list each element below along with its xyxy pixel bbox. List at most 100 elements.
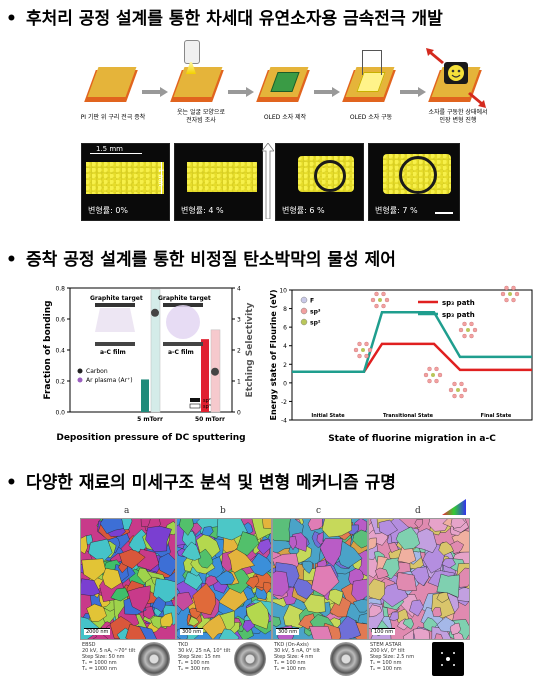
y-axis-label: Energy state of Flourine (eV) [269,290,278,421]
scale-bar-label: 300 nm [180,628,204,635]
y-tick-label: 4 [283,343,287,350]
y-tick-label: -4 [281,418,287,425]
legend-label: sp² [310,320,321,327]
step-label: OLED 소자 구동 [349,114,393,121]
atom [364,341,369,347]
ebsd-map [176,518,272,640]
atom [458,327,464,333]
strain-caption: 변형률: 4 % [181,206,224,215]
panel-label: d [415,506,421,516]
atom [504,285,509,291]
legend-label: sp₃ path [442,311,475,319]
legend-label: Carbon [86,368,108,375]
atom [374,291,379,297]
legend-label: sp₃ path [442,299,475,307]
bonding-chart: 0.0 0.2 0.4 0.6 0.8 0 1 2 3 4 Fraction of bonding E… [43,286,255,444]
y-tick-label: 0.2 [55,379,65,386]
arrow-right-icon [400,82,426,97]
molecule-icon [500,285,520,303]
plot-frame [291,289,533,421]
y-tick-label: -2 [281,399,287,406]
y-tick-label: 0.8 [55,286,65,293]
panel-label: b [220,506,226,516]
etching-point [211,367,219,376]
atom [384,297,390,303]
acquisition-info: STEM ASTAR 200 kV, 0° tilt Step Size: 2.… [370,642,415,672]
atom [353,347,359,353]
diffraction-pattern-icon [432,642,464,676]
x-tick-label: 50 mTorr [195,416,225,423]
stretch-arrow-icon [426,48,444,66]
x-axis-label: State of fluorine migration in a-C [328,434,496,444]
atom [514,291,520,297]
smiley-icon [444,62,468,84]
atom [427,366,432,372]
dimension-width: 1.5 mm [96,145,123,153]
oled-photo: 1.5 mm 1 mm 변형률: 0% [81,143,170,221]
x-tick-label: Transitional State [383,413,434,419]
annotation: a-C film [168,349,194,356]
atom [434,366,439,372]
atom [381,303,386,309]
molecule-icon [423,366,443,384]
bullet: • [6,250,17,270]
y2-tick-label: 1 [237,379,241,386]
bar-sp2 [201,339,209,412]
ebsd-map [80,518,176,640]
dimension-line [161,162,162,194]
atom [456,388,460,392]
atom [370,297,376,303]
section-title: 증착 공정 설계를 통한 비정질 탄소박막의 물성 제어 [26,250,396,270]
atom [459,381,464,387]
arrow-right-icon [228,82,254,97]
y2-tick-label: 3 [237,317,241,324]
oled-photo: 변형률: 6 % [275,143,364,221]
section-heading-1: • 후처리 공정 설계를 통한 차세대 유연소자용 금속전극 개발 [6,4,443,29]
scale-bar-label: 300 nm [276,628,300,635]
atom [462,321,467,327]
atom [431,373,435,377]
y-tick-label: 6 [283,325,287,332]
legend-label: sp³ [203,404,211,410]
y-tick-label: 2 [283,362,287,369]
atom [357,341,362,347]
y-tick-label: 0.0 [55,410,65,417]
atom [437,372,443,378]
bullet: • [6,473,17,493]
atom [381,291,386,297]
legend-label: sp² [203,398,211,404]
acquisition-info: TKD (On-Axis) 30 kV, 5 nA, 0° tilt Step … [274,642,320,672]
acquisition-info: EBSD 20 kV, 5 nA, ~70° tilt Step Size: 5… [82,642,136,672]
dimension-height: 1 mm [157,168,165,187]
acquisition-info: TKD 30 kV, 25 nA, 10° tilt Step Size: 15… [178,642,231,672]
annotation: a-C film [100,349,126,356]
legend-atom-icon [300,296,308,304]
legend-label: F [310,298,314,305]
legend-label: Ar plasma (Ar⁺) [86,377,133,384]
strain-caption: 변형률: 6 % [282,206,325,215]
atom [374,303,379,309]
arrow-right-icon [314,82,340,97]
bullet: • [6,9,17,29]
atom [469,333,474,339]
y-axis-label: Fraction of bonding [43,300,53,399]
smiley-pattern [399,156,437,194]
molecule-icon [448,381,468,399]
atom [434,378,439,384]
atom [459,393,464,399]
step-label: OLED 소자 제작 [263,114,307,121]
dimension-line [90,153,142,154]
atom [511,297,516,303]
atom [500,291,506,297]
molecule-icon [370,291,390,309]
diffraction-pattern-icon [138,642,170,676]
oled-photo: 변형률: 4 % [174,143,263,221]
atom [462,333,467,339]
annotation: Graphite target [90,295,143,302]
bar-sp2 [141,379,149,412]
atom [364,353,369,359]
ebeam-icon [186,62,196,74]
y2-axis-label: Etching Selectivity [245,302,255,397]
diffraction-pattern-icon [234,642,266,676]
ebsd-map [272,518,368,640]
